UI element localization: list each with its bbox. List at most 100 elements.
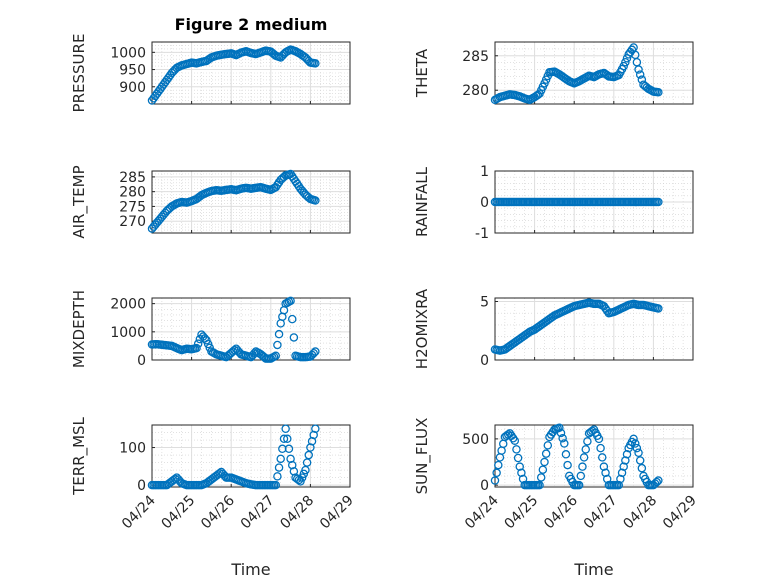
data-point bbox=[494, 460, 503, 470]
y-tick-label: 900 bbox=[119, 80, 146, 96]
subplot-h2omixra: 0 5 H2OMIXRA bbox=[413, 288, 694, 369]
data-point bbox=[619, 462, 628, 471]
y-axis-label: TERR_MSL bbox=[70, 416, 89, 495]
subplot-mixdepth: 0 1000 2000 MIXDEPTH bbox=[70, 290, 351, 369]
y-tick-label: 270 bbox=[119, 214, 146, 230]
data-point bbox=[563, 460, 572, 470]
y-axis-label: H2OMIXRA bbox=[413, 288, 431, 369]
y-tick-label: 280 bbox=[462, 83, 489, 99]
data-point bbox=[276, 454, 285, 464]
data-point bbox=[286, 296, 295, 306]
y-tick-label: 2000 bbox=[110, 297, 146, 313]
y-axis-label: AIR_TEMP bbox=[70, 165, 89, 238]
data-point bbox=[273, 340, 282, 350]
data-point bbox=[635, 456, 645, 465]
data-point bbox=[273, 472, 282, 481]
axes-box bbox=[151, 170, 351, 234]
data-point bbox=[632, 443, 642, 453]
data-point bbox=[558, 434, 567, 443]
data-point bbox=[538, 465, 548, 474]
data-point bbox=[492, 468, 501, 478]
data-point bbox=[289, 333, 299, 342]
y-tick-label: 0 bbox=[480, 478, 489, 494]
data-point bbox=[617, 468, 627, 478]
data-point bbox=[311, 196, 320, 205]
data-point bbox=[581, 445, 591, 454]
y-axis-label: SUN_FLUX bbox=[413, 418, 432, 495]
data-point bbox=[274, 329, 284, 339]
data-point bbox=[652, 477, 661, 487]
data-point bbox=[616, 474, 625, 484]
data-point bbox=[555, 423, 564, 433]
data-point bbox=[637, 75, 647, 84]
data-point bbox=[599, 462, 609, 471]
y-tick-label: 275 bbox=[119, 199, 146, 215]
y-tick-label: 5 bbox=[480, 295, 489, 311]
y-tick-label: 100 bbox=[119, 441, 146, 457]
data-point bbox=[561, 450, 571, 459]
data-point bbox=[311, 59, 320, 68]
data-point bbox=[634, 448, 643, 458]
data-point bbox=[279, 434, 289, 444]
data-point bbox=[510, 436, 520, 445]
data-point bbox=[619, 61, 628, 71]
data-point bbox=[622, 450, 632, 459]
data-point bbox=[192, 343, 201, 353]
data-point bbox=[490, 476, 500, 485]
data-point bbox=[574, 480, 584, 490]
data-point bbox=[193, 339, 203, 348]
data-point bbox=[637, 463, 647, 473]
y-tick-label: 0 bbox=[137, 353, 146, 369]
axes-box bbox=[494, 424, 694, 488]
data-point bbox=[560, 439, 569, 448]
y-tick-label: 500 bbox=[462, 432, 489, 448]
data-point bbox=[513, 453, 523, 463]
data-point bbox=[654, 476, 663, 485]
data-point bbox=[601, 468, 610, 478]
data-point bbox=[578, 462, 587, 471]
data-point bbox=[654, 197, 663, 207]
figure-title: Figure 2 medium bbox=[175, 15, 328, 34]
data-point bbox=[654, 304, 663, 313]
data-point bbox=[535, 480, 544, 490]
data-point bbox=[517, 468, 526, 478]
y-axis-label: THETA bbox=[413, 48, 431, 98]
data-point bbox=[230, 345, 239, 355]
y-tick-label: 950 bbox=[119, 63, 146, 79]
data-point bbox=[271, 351, 280, 361]
data-point bbox=[634, 65, 643, 74]
y-tick-label: -1 bbox=[475, 226, 489, 242]
data-point bbox=[621, 57, 630, 67]
data-point bbox=[311, 347, 320, 356]
data-point bbox=[598, 453, 607, 462]
axes-box bbox=[494, 41, 694, 105]
data-point bbox=[654, 88, 663, 97]
y-tick-label: 0 bbox=[137, 478, 146, 494]
y-tick-label: 1000 bbox=[110, 325, 146, 341]
data-point bbox=[583, 437, 592, 446]
data-point bbox=[556, 428, 566, 438]
data-point bbox=[287, 314, 297, 324]
y-axis-label: PRESSURE bbox=[70, 34, 88, 113]
axes-box bbox=[494, 297, 694, 361]
data-point bbox=[512, 445, 521, 454]
x-axis-label-right: Time bbox=[573, 560, 613, 579]
data-point bbox=[515, 462, 525, 471]
y-axis-label: RAINFALL bbox=[413, 166, 431, 237]
data-point bbox=[170, 474, 180, 484]
data-point bbox=[271, 480, 280, 490]
data-point bbox=[631, 439, 640, 448]
data-point bbox=[614, 480, 624, 490]
data-point bbox=[274, 463, 284, 472]
data-point bbox=[579, 453, 589, 462]
axes-box bbox=[151, 41, 351, 105]
y-tick-label: 0 bbox=[480, 195, 489, 211]
data-point bbox=[576, 471, 586, 481]
data-point bbox=[283, 434, 292, 444]
data-point bbox=[540, 457, 549, 467]
data-point bbox=[541, 449, 551, 458]
data-point bbox=[309, 348, 318, 358]
data-point bbox=[629, 434, 638, 444]
